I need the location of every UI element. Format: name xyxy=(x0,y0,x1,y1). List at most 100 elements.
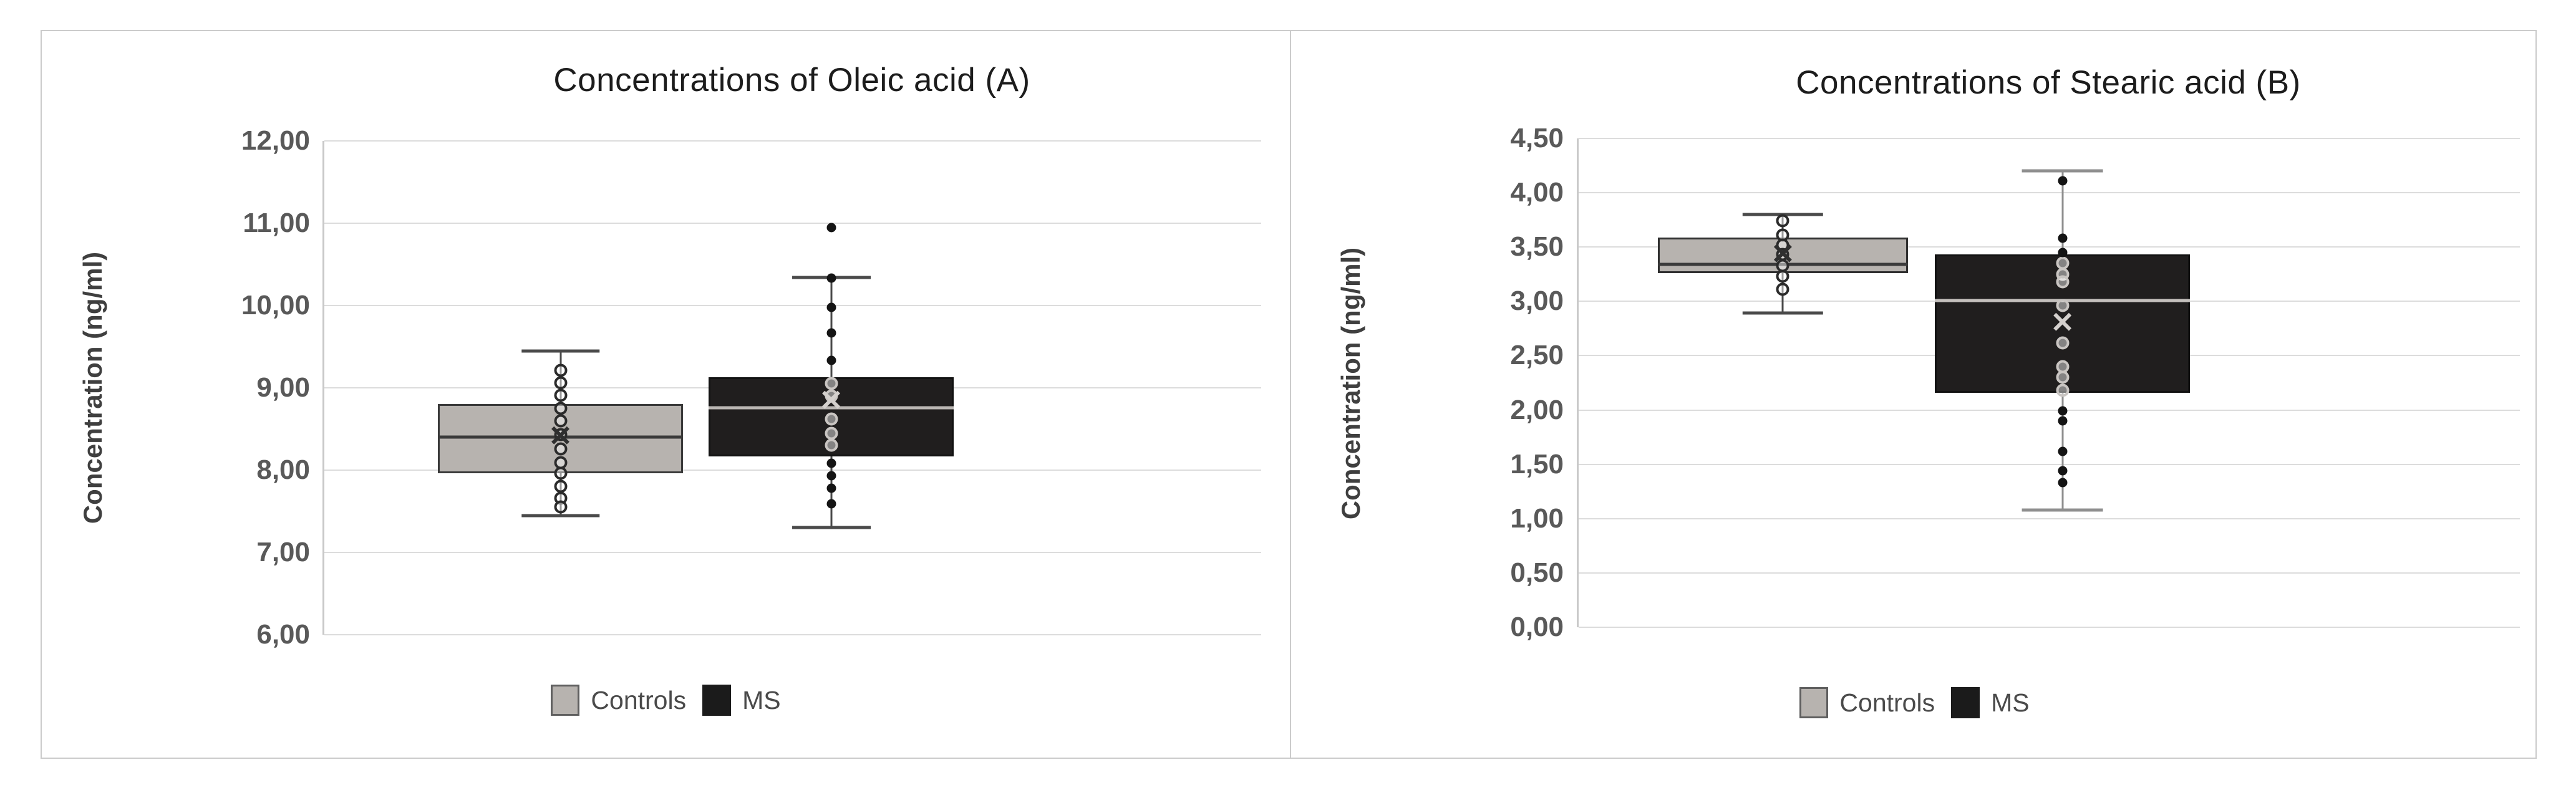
data-point-open xyxy=(554,414,567,428)
y-tick-label: 2,00 xyxy=(1510,394,1564,425)
gridline xyxy=(1579,627,2520,628)
panel-stearic-acid: Concentrations of Stearic acid (B) Conce… xyxy=(1290,31,2538,758)
data-point-filled xyxy=(826,273,836,283)
y-axis-tick-labels: 4,50 4,00 3,50 3,00 2,50 2,00 1,50 1,00 0,50 0,00 xyxy=(1291,125,1564,641)
gridline xyxy=(1579,246,2520,248)
whisker-cap xyxy=(521,514,600,518)
data-point-filled xyxy=(2058,466,2068,476)
data-point-open xyxy=(2056,336,2070,350)
data-point-open xyxy=(554,388,567,402)
data-point-open xyxy=(825,438,838,452)
data-point-open xyxy=(1776,282,1789,296)
data-point-open xyxy=(554,500,567,514)
data-point-filled xyxy=(2058,233,2068,243)
mean-x-marker: ✕ xyxy=(548,419,573,452)
legend-label: Controls xyxy=(1839,688,1935,717)
data-point-filled xyxy=(2058,416,2068,426)
data-point-filled xyxy=(2058,176,2068,186)
data-point-filled xyxy=(826,471,836,481)
data-point-open xyxy=(554,402,567,415)
y-tick-label: 3,00 xyxy=(1510,286,1564,317)
data-point-filled xyxy=(2058,248,2068,258)
data-point-filled xyxy=(826,223,836,233)
y-tick-label: 6,00 xyxy=(256,619,310,650)
legend-item: Controls xyxy=(551,685,686,716)
whisker-cap xyxy=(521,349,600,353)
y-tick-label: 0,50 xyxy=(1510,557,1564,588)
gridline xyxy=(1579,572,2520,574)
figure-border: Concentrations of Oleic acid (A) Concent… xyxy=(41,30,2537,759)
data-point-open xyxy=(825,389,838,403)
whisker-cap xyxy=(2022,508,2104,512)
y-tick-label: 0,00 xyxy=(1510,612,1564,642)
legend-label: MS xyxy=(1991,688,2030,717)
legend-swatch-ms xyxy=(702,685,732,716)
gridline xyxy=(1579,409,2520,411)
legend-label: Controls xyxy=(591,685,687,715)
legend-item: MS xyxy=(702,685,781,716)
mean-x-marker: ✕ xyxy=(2050,306,2075,339)
data-point-filled xyxy=(826,458,836,468)
gridline xyxy=(1579,192,2520,194)
gridline xyxy=(1579,463,2520,465)
y-axis-tick-labels: 12,00 11,00 10,00 9,00 8,00 7,00 6,00 xyxy=(42,127,310,648)
legend-label: MS xyxy=(742,685,781,715)
data-point-open xyxy=(825,412,838,426)
legend-item: Controls xyxy=(1799,687,1935,718)
y-tick-label: 7,00 xyxy=(256,537,310,567)
gridline xyxy=(324,552,1261,553)
gridline xyxy=(324,634,1261,635)
y-tick-label: 8,00 xyxy=(256,454,310,485)
legend-swatch-controls xyxy=(1799,687,1829,718)
y-tick-label: 10,00 xyxy=(241,289,310,320)
data-point-open xyxy=(2056,383,2070,397)
data-point-open xyxy=(825,426,838,440)
chart-title: Concentrations of Oleic acid (A) xyxy=(553,62,1030,99)
y-tick-label: 1,50 xyxy=(1510,448,1564,479)
gridline xyxy=(324,140,1261,142)
data-point-filled xyxy=(826,483,836,493)
data-point-filled xyxy=(2058,446,2068,456)
y-tick-label: 3,50 xyxy=(1510,231,1564,262)
chart-title: Concentrations of Stearic acid (B) xyxy=(1796,64,2301,101)
gridline xyxy=(324,469,1261,471)
data-point-open xyxy=(554,442,567,456)
data-point-open xyxy=(554,466,567,480)
y-tick-label: 1,00 xyxy=(1510,503,1564,534)
panel-oleic-acid: Concentrations of Oleic acid (A) Concent… xyxy=(42,31,1290,758)
whisker-cap xyxy=(2022,169,2104,173)
legend-swatch-ms xyxy=(1951,687,1980,718)
data-point-open xyxy=(554,364,567,377)
data-point-open xyxy=(554,428,567,441)
mean-x-marker: ✕ xyxy=(1771,238,1795,271)
data-point-open xyxy=(825,377,838,390)
gridline xyxy=(324,222,1261,224)
data-point-open xyxy=(554,376,567,390)
plot-area: ✕ ✕ xyxy=(322,140,1261,635)
mean-x-marker: ✕ xyxy=(819,384,843,417)
data-point-open xyxy=(2056,275,2070,289)
legend-swatch-controls xyxy=(551,685,580,716)
data-point-filled xyxy=(2058,406,2068,416)
legend-item: MS xyxy=(1951,687,2030,718)
data-point-open xyxy=(1776,214,1789,228)
data-point-open xyxy=(1776,269,1789,283)
data-point-filled xyxy=(826,499,836,509)
y-tick-label: 4,00 xyxy=(1510,177,1564,208)
y-tick-label: 4,50 xyxy=(1510,123,1564,153)
data-point-filled xyxy=(826,328,836,338)
plot-area: ✕ ✕ xyxy=(1577,138,2520,628)
data-point-filled xyxy=(826,355,836,365)
data-point-open xyxy=(2056,370,2070,384)
whisker-cap xyxy=(1743,311,1823,315)
gridline xyxy=(1579,518,2520,519)
y-tick-label: 9,00 xyxy=(256,372,310,403)
median-line xyxy=(708,406,954,410)
legend: Controls MS xyxy=(1291,687,2538,718)
y-tick-label: 2,50 xyxy=(1510,340,1564,371)
data-point-filled xyxy=(2058,478,2068,488)
data-point-open xyxy=(2056,299,2070,312)
legend: Controls MS xyxy=(42,685,1290,716)
y-tick-label: 11,00 xyxy=(243,207,310,238)
